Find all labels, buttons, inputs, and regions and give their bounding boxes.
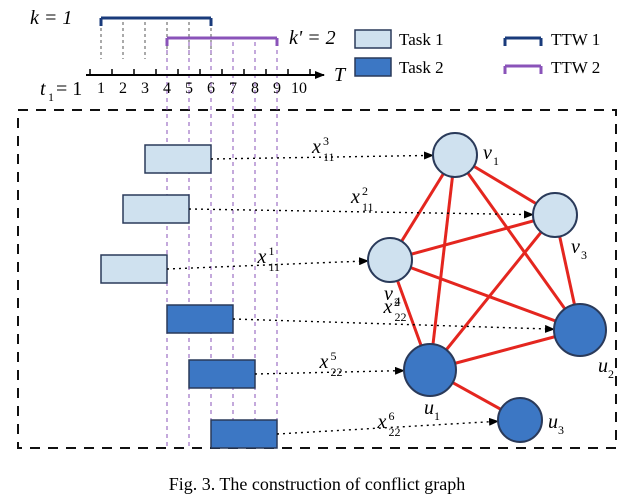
svg-text:1: 1: [269, 244, 275, 258]
svg-text:x: x: [319, 351, 329, 373]
graph-edge: [390, 260, 580, 330]
svg-text:= 1: = 1: [56, 78, 82, 100]
svg-text:3: 3: [323, 134, 329, 148]
task-bar: [123, 195, 189, 223]
map-arrow: [233, 319, 554, 329]
svg-text:10: 10: [291, 80, 307, 97]
task-bar: [101, 255, 167, 283]
svg-text:2: 2: [608, 367, 614, 381]
svg-text:3: 3: [558, 423, 564, 437]
var-label: x6 22: [377, 409, 401, 439]
svg-text:11: 11: [323, 150, 335, 164]
svg-text:2: 2: [362, 184, 368, 198]
svg-text:11: 11: [269, 260, 281, 274]
svg-text:22: 22: [395, 310, 407, 324]
svg-text:TTW 2: TTW 2: [551, 58, 600, 77]
svg-text:2: 2: [394, 295, 400, 309]
t1-label: t1= 1: [40, 78, 82, 104]
legend-task2-swatch: [355, 58, 391, 76]
svg-text:7: 7: [229, 80, 237, 97]
task-bar: [189, 360, 255, 388]
svg-text:t: t: [40, 78, 46, 100]
svg-text:1: 1: [434, 409, 440, 423]
svg-text:6: 6: [207, 80, 215, 97]
svg-text:v: v: [571, 236, 580, 258]
figure-svg: 12345678910Tt1= 1k = 1k' = 2Task 1TTW 1T…: [0, 0, 634, 502]
graph-edge: [430, 215, 555, 370]
svg-text:x: x: [350, 186, 360, 208]
svg-text:u: u: [424, 397, 434, 419]
svg-text:3: 3: [581, 248, 587, 262]
graph-node: [433, 133, 477, 177]
map-arrow: [189, 209, 533, 215]
svg-text:8: 8: [251, 80, 259, 97]
node-label: u1: [424, 397, 440, 423]
svg-text:v: v: [384, 283, 393, 305]
map-arrow: [277, 421, 498, 434]
svg-text:v: v: [483, 142, 492, 164]
svg-text:x: x: [377, 411, 387, 433]
task-bar: [145, 145, 211, 173]
svg-text:u: u: [598, 355, 608, 377]
var-label: x5 22: [319, 349, 343, 379]
svg-text:u: u: [548, 411, 558, 433]
task-bar: [167, 305, 233, 333]
svg-text:Task 1: Task 1: [399, 30, 444, 49]
graph-node: [404, 344, 456, 396]
var-label: x3 11: [311, 134, 335, 164]
legend-task1-swatch: [355, 30, 391, 48]
svg-text:Fig. 3. The construction of co: Fig. 3. The construction of conflict gra…: [169, 474, 466, 494]
node-label: u3: [548, 411, 564, 437]
svg-text:Task 2: Task 2: [399, 58, 444, 77]
svg-text:TTW 1: TTW 1: [551, 30, 600, 49]
svg-text:6: 6: [389, 409, 395, 423]
node-label: v1: [483, 142, 499, 168]
svg-text:3: 3: [141, 80, 149, 97]
var-label: x2 11: [350, 184, 374, 214]
node-label: u2: [598, 355, 614, 381]
graph-node: [498, 398, 542, 442]
svg-text:k = 1: k = 1: [30, 7, 72, 29]
svg-text:x: x: [257, 246, 267, 268]
svg-text:5: 5: [185, 80, 193, 97]
svg-text:22: 22: [331, 365, 343, 379]
svg-text:1: 1: [493, 154, 499, 168]
svg-text:T: T: [334, 64, 347, 86]
svg-text:1: 1: [48, 90, 54, 104]
map-arrow: [167, 261, 368, 269]
svg-text:5: 5: [331, 349, 337, 363]
task-bar: [211, 420, 277, 448]
map-arrow: [211, 155, 433, 159]
graph-node: [554, 304, 606, 356]
svg-text:x: x: [311, 136, 321, 158]
svg-text:1: 1: [97, 80, 105, 97]
graph-node: [368, 238, 412, 282]
node-label: v3: [571, 236, 587, 262]
svg-text:11: 11: [362, 200, 374, 214]
svg-text:22: 22: [389, 425, 401, 439]
svg-text:k' = 2: k' = 2: [289, 27, 336, 49]
graph-node: [533, 193, 577, 237]
svg-text:9: 9: [273, 80, 281, 97]
svg-text:2: 2: [119, 80, 127, 97]
svg-text:4: 4: [163, 80, 171, 97]
